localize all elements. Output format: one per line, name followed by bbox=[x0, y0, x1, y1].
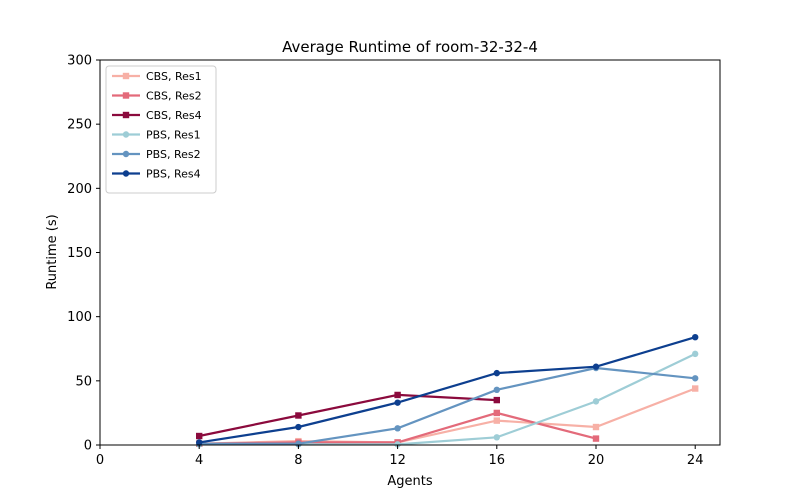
data-point-cbs-res2 bbox=[592, 435, 600, 442]
chart-title: Average Runtime of room-32-32-4 bbox=[282, 38, 538, 56]
data-point-pbs-res4 bbox=[394, 399, 401, 406]
x-tick-label: 16 bbox=[489, 453, 506, 468]
data-point-cbs-res4 bbox=[493, 396, 500, 404]
legend-marker bbox=[122, 170, 130, 177]
legend: CBS, Res1 CBS, Res2 CBS, Res4 PBS, Res1 PBS,… bbox=[105, 65, 217, 194]
data-point-pbs-res4 bbox=[493, 369, 500, 377]
data-point-cbs-res1 bbox=[692, 385, 699, 392]
data-point-pbs-res1 bbox=[692, 350, 699, 358]
data-point-pbs-res2 bbox=[394, 425, 401, 432]
data-point-cbs-res1 bbox=[592, 423, 600, 431]
data-point-cbs-res4 bbox=[394, 391, 401, 399]
x-axis: 0 4 8 12 16 20 24 bbox=[96, 445, 704, 468]
legend-marker bbox=[122, 131, 130, 138]
x-tick-label: 4 bbox=[195, 453, 203, 468]
x-tick-label: 0 bbox=[96, 453, 104, 468]
legend-marker bbox=[122, 92, 130, 99]
data-point-pbs-res2 bbox=[692, 375, 699, 382]
plot-area bbox=[196, 334, 699, 448]
legend-label: PBS, Res2 bbox=[146, 148, 201, 161]
data-point-pbs-res4 bbox=[295, 423, 302, 431]
y-tick-label: 150 bbox=[67, 246, 92, 261]
series-line-pbs-res4 bbox=[199, 336, 696, 444]
data-point-pbs-res1 bbox=[592, 398, 600, 405]
x-axis-label: Agents bbox=[387, 474, 432, 489]
legend-label: PBS, Res1 bbox=[146, 129, 201, 142]
x-tick-label: 12 bbox=[389, 453, 406, 468]
legend-label: CBS, Res1 bbox=[146, 70, 202, 83]
legend-label: CBS, Res4 bbox=[146, 109, 202, 122]
data-point-cbs-res4 bbox=[295, 412, 302, 419]
data-point-pbs-res4 bbox=[692, 334, 699, 341]
x-tick-label: 8 bbox=[294, 453, 302, 468]
data-point-cbs-res4 bbox=[196, 432, 203, 440]
x-tick-label: 24 bbox=[687, 453, 704, 468]
y-tick-label: 300 bbox=[67, 54, 92, 69]
data-point-pbs-res1 bbox=[493, 434, 500, 441]
legend-label: PBS, Res4 bbox=[146, 168, 201, 181]
legend-marker bbox=[122, 72, 130, 80]
y-axis: 0 50 100 150 200 250 300 bbox=[67, 54, 100, 454]
data-point-cbs-res1 bbox=[493, 417, 500, 424]
data-point-cbs-res2 bbox=[493, 409, 500, 417]
data-point-pbs-res4 bbox=[196, 439, 203, 446]
legend-box bbox=[105, 65, 217, 194]
y-tick-label: 0 bbox=[84, 439, 92, 454]
y-axis-label: Runtime (s) bbox=[45, 214, 60, 289]
legend-label: CBS, Res2 bbox=[146, 90, 202, 103]
data-point-pbs-res4 bbox=[592, 363, 600, 370]
series-line-pbs-res2 bbox=[199, 366, 696, 445]
legend-marker bbox=[122, 111, 130, 119]
data-point-pbs-res1 bbox=[394, 441, 401, 448]
y-tick-label: 200 bbox=[67, 182, 92, 197]
x-tick-label: 20 bbox=[588, 453, 605, 468]
y-tick-label: 50 bbox=[75, 374, 92, 389]
y-tick-label: 250 bbox=[67, 118, 92, 133]
series-line-cbs-res4 bbox=[198, 393, 497, 438]
data-point-pbs-res2 bbox=[493, 386, 500, 394]
y-tick-label: 100 bbox=[67, 310, 92, 325]
legend-marker bbox=[122, 150, 130, 158]
